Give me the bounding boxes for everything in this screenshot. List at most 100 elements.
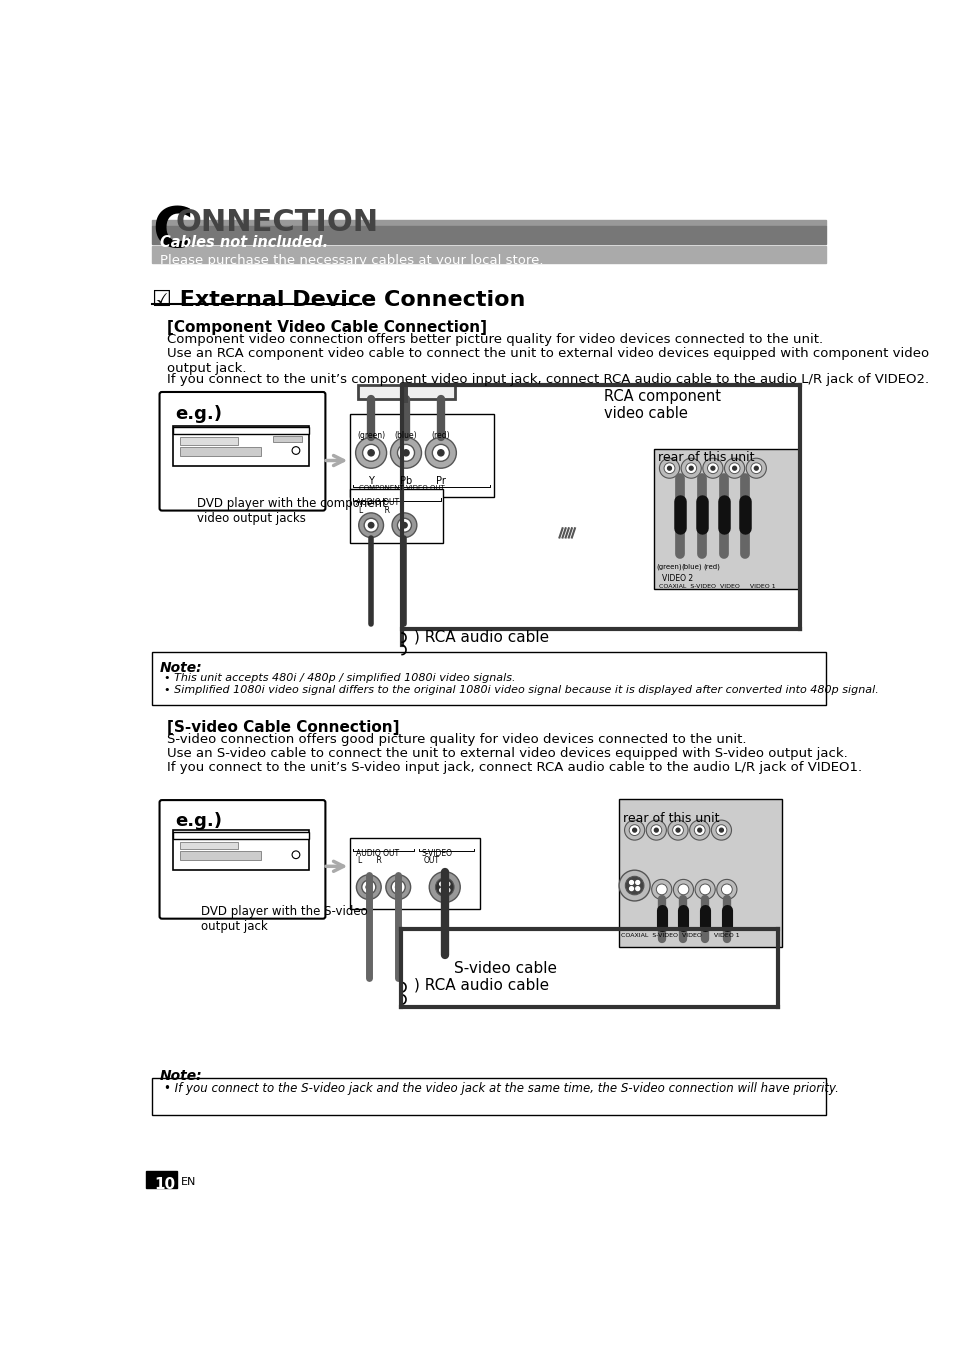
Circle shape	[445, 882, 449, 886]
Circle shape	[650, 825, 661, 836]
Text: AUDIO OUT: AUDIO OUT	[355, 499, 398, 507]
Text: COAXIAL  S-VIDEO  VIDEO      VIDEO 1: COAXIAL S-VIDEO VIDEO VIDEO 1	[620, 933, 740, 938]
Circle shape	[624, 820, 644, 840]
Text: OUT: OUT	[423, 856, 439, 865]
Bar	[152, 652, 825, 705]
FancyBboxPatch shape	[159, 801, 325, 919]
Text: EN: EN	[181, 1177, 196, 1188]
Circle shape	[402, 450, 409, 456]
Circle shape	[680, 458, 700, 479]
Circle shape	[723, 458, 744, 479]
Bar	[152, 1078, 825, 1115]
Circle shape	[667, 466, 671, 470]
Text: S-video cable: S-video cable	[454, 961, 557, 976]
Bar	[357, 386, 455, 399]
Circle shape	[362, 445, 379, 461]
Bar	[179, 437, 237, 445]
Circle shape	[432, 445, 449, 461]
Circle shape	[439, 882, 443, 886]
Text: (green): (green)	[356, 431, 385, 441]
Circle shape	[358, 512, 383, 538]
Circle shape	[629, 887, 633, 891]
Circle shape	[635, 880, 639, 884]
Circle shape	[672, 825, 682, 836]
Text: ONNECTION: ONNECTION	[175, 208, 378, 237]
Circle shape	[673, 879, 693, 899]
Circle shape	[618, 871, 649, 900]
Circle shape	[688, 466, 693, 470]
Bar	[618, 799, 781, 948]
Circle shape	[754, 466, 758, 470]
Circle shape	[361, 880, 375, 894]
Circle shape	[395, 884, 400, 890]
Circle shape	[632, 828, 636, 832]
Bar	[273, 435, 302, 442]
Bar	[654, 449, 799, 589]
Circle shape	[366, 884, 371, 890]
Circle shape	[392, 512, 416, 538]
Text: COMPONENT VIDEO OUT: COMPONENT VIDEO OUT	[359, 485, 445, 491]
FancyArrowPatch shape	[326, 861, 343, 871]
Text: Cables not included.: Cables not included.	[159, 235, 327, 249]
Text: L      R: L R	[357, 856, 381, 865]
Text: 10: 10	[154, 1177, 175, 1193]
Text: Use an RCA component video cable to connect the unit to external video devices e: Use an RCA component video cable to conn…	[167, 346, 928, 375]
Circle shape	[397, 518, 411, 532]
Bar	[173, 830, 309, 871]
Circle shape	[685, 462, 696, 473]
Bar	[173, 832, 309, 840]
Text: • If you connect to the S-video jack and the video jack at the same time, the S-: • If you connect to the S-video jack and…	[164, 1082, 839, 1095]
Circle shape	[292, 851, 299, 859]
Circle shape	[710, 466, 714, 470]
Circle shape	[292, 446, 299, 454]
Circle shape	[629, 880, 633, 884]
Circle shape	[629, 825, 639, 836]
Bar	[350, 414, 493, 496]
Circle shape	[720, 884, 732, 895]
Circle shape	[654, 828, 658, 832]
Text: DVD player with the S-video
output jack: DVD player with the S-video output jack	[200, 905, 367, 933]
Text: Y: Y	[368, 476, 374, 485]
Circle shape	[716, 825, 726, 836]
Circle shape	[435, 878, 454, 896]
Bar	[179, 851, 261, 860]
Circle shape	[425, 437, 456, 468]
Text: COAXIAL  S-VIDEO  VIDEO     VIDEO 1: COAXIAL S-VIDEO VIDEO VIDEO 1	[659, 584, 775, 589]
Circle shape	[390, 437, 421, 468]
Circle shape	[728, 462, 740, 473]
Circle shape	[656, 884, 666, 895]
Circle shape	[356, 875, 381, 899]
Text: Component video connection offers better picture quality for video devices conne: Component video connection offers better…	[167, 333, 822, 345]
FancyArrowPatch shape	[326, 456, 343, 465]
Circle shape	[732, 466, 736, 470]
Text: Note:: Note:	[159, 661, 202, 675]
Circle shape	[429, 872, 459, 903]
Bar	[173, 426, 309, 434]
Circle shape	[694, 825, 704, 836]
Circle shape	[391, 880, 405, 894]
Circle shape	[663, 462, 674, 473]
Circle shape	[368, 523, 374, 528]
Circle shape	[368, 450, 374, 456]
Text: If you connect to the unit’s S-video input jack, connect RCA audio cable to the : If you connect to the unit’s S-video inp…	[167, 760, 862, 774]
Circle shape	[716, 879, 736, 899]
Text: (blue): (blue)	[395, 431, 416, 441]
Circle shape	[437, 450, 443, 456]
Bar	[179, 841, 237, 849]
Bar	[173, 426, 309, 466]
Text: VIDEO 2: VIDEO 2	[661, 574, 692, 582]
Circle shape	[699, 884, 710, 895]
Text: [Component Video Cable Connection]: [Component Video Cable Connection]	[167, 319, 487, 334]
Circle shape	[667, 820, 687, 840]
Circle shape	[355, 437, 386, 468]
Circle shape	[659, 458, 679, 479]
Text: e.g.): e.g.)	[174, 406, 222, 423]
Circle shape	[401, 523, 407, 528]
Text: C: C	[152, 204, 193, 257]
Circle shape	[702, 458, 722, 479]
Circle shape	[645, 820, 666, 840]
Text: (green): (green)	[656, 563, 681, 570]
Bar	[350, 489, 443, 543]
Bar	[152, 245, 825, 263]
Text: rear of this unit: rear of this unit	[622, 813, 719, 825]
